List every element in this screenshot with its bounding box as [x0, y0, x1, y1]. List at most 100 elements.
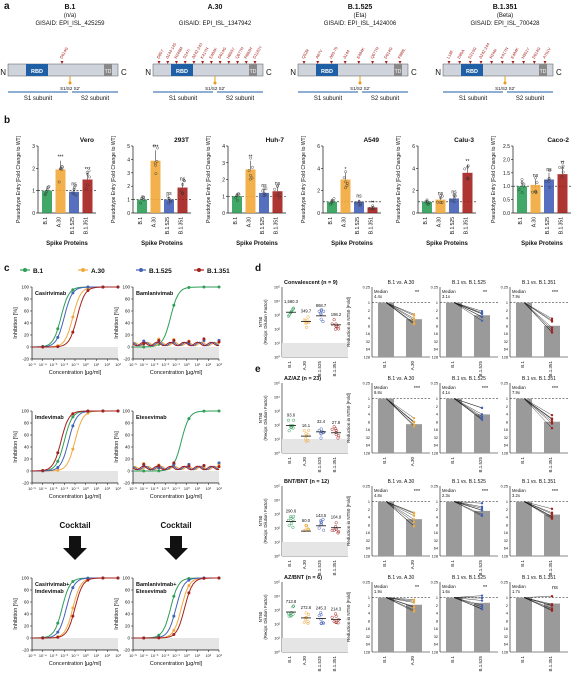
- y-axis-label: Inhibition [%]: [114, 431, 120, 463]
- data-point: [157, 469, 161, 473]
- y-tick-label: 32: [504, 635, 508, 639]
- gisaid-id: GISAID: EPI_ISL_425259: [35, 21, 105, 27]
- significance-label: ***: [552, 489, 559, 495]
- x-tick-label: 10²: [206, 654, 212, 658]
- data-point: [187, 584, 191, 588]
- bar-fold-reduction: [406, 319, 422, 357]
- y-tick-label: 20: [24, 457, 30, 462]
- y-tick-label: 8: [506, 523, 508, 527]
- paired-line: [453, 597, 483, 601]
- data-point: [371, 207, 375, 211]
- nt50-median-value: 60.0: [302, 518, 311, 523]
- data-point: [561, 164, 565, 168]
- paired-line: [385, 597, 415, 608]
- x-tick-label: B.1.351: [559, 217, 565, 234]
- x-tick-label: A.30: [410, 656, 415, 666]
- data-point: [116, 285, 120, 289]
- nt50-point: [319, 308, 323, 312]
- y-tick-label: 20: [125, 457, 131, 462]
- bar-fold-reduction: [474, 602, 490, 652]
- data-point: [101, 576, 105, 580]
- paired-point: [412, 606, 416, 609]
- gisaid-id: GISAID: EPI_ISL_1347942: [179, 21, 252, 27]
- data-point: [86, 409, 90, 413]
- x-tick-label: B.1.351: [179, 217, 185, 234]
- paired-line: [385, 501, 415, 520]
- y-tick-label: 20: [24, 333, 30, 338]
- data-point: [85, 171, 89, 174]
- y-tick-label: 32: [504, 340, 508, 344]
- mutation-marker: [316, 61, 320, 64]
- y-tick-label: 4: [368, 612, 370, 616]
- y-tick-label: 1: [368, 301, 370, 305]
- y-tick-label: 0: [317, 211, 320, 217]
- n-terminus: N: [435, 68, 441, 77]
- y-tick-label: 80: [24, 297, 30, 302]
- bar-B.1.525: [449, 198, 459, 213]
- y-tick-label: 10⁵: [274, 580, 280, 585]
- s2-label: S2 subunit: [81, 96, 110, 102]
- data-point: [187, 340, 191, 344]
- data-point: [156, 146, 159, 150]
- nt50-point: [319, 621, 323, 626]
- paired-line: [385, 501, 415, 513]
- x-tick-label: 10⁻²: [162, 363, 170, 367]
- mutation-label: R682H: [243, 46, 254, 59]
- data-point: [71, 580, 75, 584]
- mutation-label: D80Y: [156, 48, 165, 59]
- y-tick-label: 20: [125, 624, 131, 629]
- y-axis-label: Pseudotype Entry [Fold Change to WT]: [301, 135, 307, 223]
- data-point: [172, 614, 176, 618]
- nt50-point: [291, 426, 295, 430]
- cleavage-site-label: S1/S2 S2': [205, 86, 225, 91]
- paired-point: [480, 501, 484, 505]
- mutation-marker: [398, 61, 402, 64]
- mutation-marker: [174, 61, 178, 64]
- paired-line: [385, 302, 415, 321]
- bar-reference: [378, 597, 394, 652]
- x-tick-label: B.1.525: [317, 361, 322, 377]
- significance-label: *: [345, 167, 347, 173]
- mutation-marker: [227, 61, 231, 64]
- paired-point: [412, 518, 416, 521]
- y-tick-label: 64: [366, 348, 370, 352]
- nt50-median-value: 214.3: [331, 606, 342, 611]
- panel-b-pseudotype-entry: Vero 0 1 2 3 Pseudotype Entry [Fold Change to…: [16, 135, 571, 247]
- data-point: [187, 591, 191, 595]
- nt50-point: [306, 439, 310, 443]
- mutation-marker: [244, 61, 248, 64]
- y-tick-label: 4: [506, 317, 508, 321]
- data-point: [140, 195, 144, 199]
- y-tick-label: 100: [21, 409, 29, 414]
- paired-line: [453, 501, 483, 509]
- nt50-axis-label: NT50: [258, 316, 263, 327]
- data-point: [56, 451, 60, 455]
- data-point: [71, 330, 75, 334]
- bar-fold-reduction: [474, 510, 490, 556]
- y-tick-label: 32: [504, 436, 508, 440]
- panel-letter-a: a: [4, 1, 10, 12]
- baseline-shading: [32, 471, 118, 483]
- y-tick-label: 0.25: [363, 382, 370, 386]
- x-tick-label: 10⁻³: [50, 363, 58, 367]
- x-tick-label: 10⁻⁴: [140, 654, 148, 658]
- paired-point: [480, 509, 484, 512]
- x-tick-label: 10²: [105, 654, 111, 658]
- significance-label: ns: [546, 167, 552, 173]
- nt50-point: [302, 620, 306, 624]
- y-tick-label: 32: [434, 340, 438, 344]
- nt50-point: [289, 516, 293, 520]
- data-point: [142, 342, 146, 346]
- x-tick-label: B.1.351: [332, 656, 337, 672]
- paired-line: [385, 398, 415, 419]
- nt50-point: [336, 531, 340, 535]
- nt50-median-value: 290.6: [286, 509, 297, 514]
- y-tick-label: 8: [368, 619, 370, 623]
- rbd-domain: [26, 64, 48, 76]
- significance-label: ***: [153, 144, 159, 150]
- nt50-median-value: 868.7: [316, 303, 327, 308]
- y-tick-label: 0.25: [431, 382, 438, 386]
- y-tick-label: -20: [22, 357, 29, 362]
- data-point: [56, 635, 60, 639]
- nt50-point: [334, 327, 338, 331]
